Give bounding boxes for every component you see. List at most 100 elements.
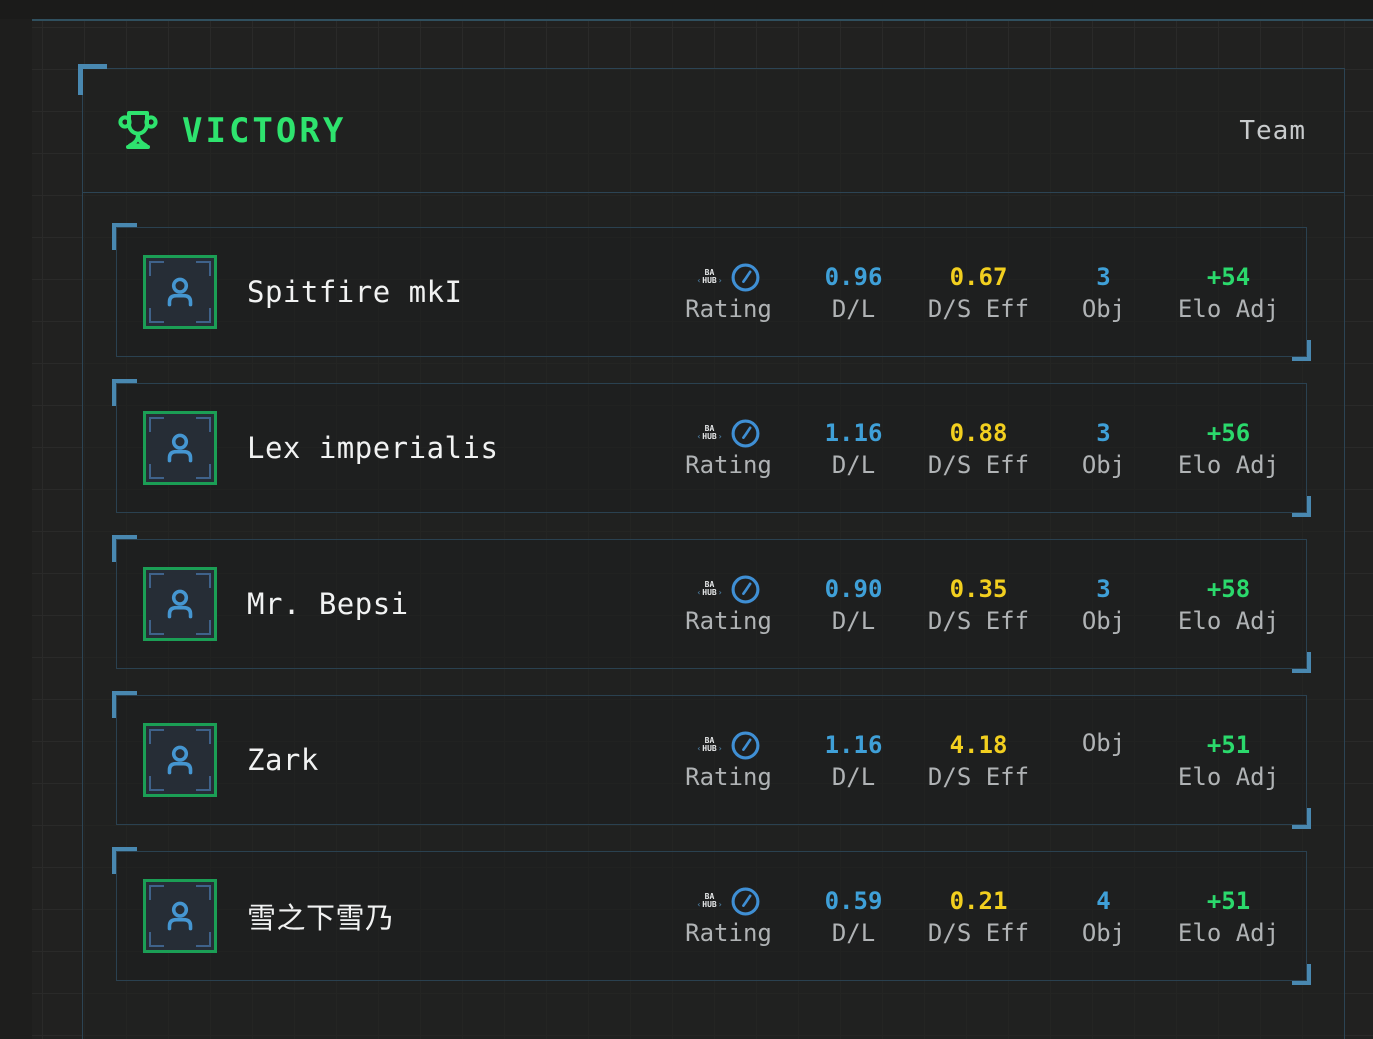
player-row[interactable]: 雪之下雪乃 BAHUB Rating 0.59 D/L 0.21 D/S Eff 4… xyxy=(112,847,1311,985)
corner-bracket xyxy=(112,535,137,562)
corner-bracket xyxy=(196,261,211,276)
corner-bracket xyxy=(112,847,137,874)
stat-elo: +51 Elo Adj xyxy=(1166,884,1291,948)
user-icon xyxy=(167,745,193,775)
top-divider xyxy=(32,19,1373,21)
stat-label: Elo Adj xyxy=(1177,607,1280,635)
corner-bracket xyxy=(149,261,164,276)
corner-bracket xyxy=(196,885,211,900)
avatar xyxy=(143,723,217,797)
stat-value: 0.88 xyxy=(949,419,1008,447)
corner-bracket xyxy=(149,308,164,323)
player-name: Lex imperialis xyxy=(247,431,499,465)
stats: BAHUB Rating 0.90 D/L 0.35 D/S Eff 3 Obj +5… xyxy=(666,572,1291,636)
stat-value: 3 xyxy=(1096,419,1111,447)
stat-value: 4.18 xyxy=(949,731,1008,759)
ba-hub-badge: BAHUB xyxy=(696,581,722,597)
stat-obj: Obj xyxy=(1041,728,1166,792)
corner-bracket xyxy=(196,729,211,744)
stat-label: Obj xyxy=(1081,451,1126,479)
ba-hub-badge: BAHUB xyxy=(696,893,722,909)
stat-dl: 1.16 D/L xyxy=(791,416,916,480)
stat-label: D/L xyxy=(831,451,876,479)
stat-value: 0.35 xyxy=(949,575,1008,603)
player-name: Spitfire mkI xyxy=(247,275,463,309)
stat-label: Rating xyxy=(685,451,772,479)
corner-bracket xyxy=(149,932,164,947)
player-row[interactable]: Lex imperialis BAHUB Rating 1.16 D/L 0.88… xyxy=(112,379,1311,517)
page-title: VICTORY xyxy=(182,110,347,151)
stat-label: Obj xyxy=(1081,729,1126,757)
stats: BAHUB Rating 0.96 D/L 0.67 D/S Eff 3 Obj +5… xyxy=(666,260,1291,324)
user-icon xyxy=(167,433,193,463)
avatar xyxy=(143,411,217,485)
gauge-icon xyxy=(731,887,759,915)
stat-dl: 0.96 D/L xyxy=(791,260,916,324)
stat-label: Obj xyxy=(1081,607,1126,635)
stat-value: 0.90 xyxy=(824,575,883,603)
player-name: Zark xyxy=(247,743,319,777)
stat-label: D/L xyxy=(831,763,876,791)
stat-value: +51 xyxy=(1206,887,1251,915)
stat-value: 3 xyxy=(1096,263,1111,291)
corner-bracket xyxy=(112,379,137,406)
stat-dl: 0.90 D/L xyxy=(791,572,916,636)
stats: BAHUB Rating 1.16 D/L 4.18 D/S Eff Obj +51… xyxy=(666,728,1291,792)
stat-elo: +56 Elo Adj xyxy=(1166,416,1291,480)
corner-bracket xyxy=(112,691,137,718)
stat-obj: 3 Obj xyxy=(1041,572,1166,636)
stat-value: 0.67 xyxy=(949,263,1008,291)
trophy-icon xyxy=(118,110,158,149)
victory-panel: VICTORY Team Spitfire mkI BAHUB xyxy=(78,64,1345,1039)
corner-bracket xyxy=(149,417,164,432)
stat-label: Elo Adj xyxy=(1177,451,1280,479)
stat-label: Rating xyxy=(685,607,772,635)
stat-value: 1.16 xyxy=(824,731,883,759)
stat-label: D/S Eff xyxy=(927,607,1030,635)
stat-label: Elo Adj xyxy=(1177,919,1280,947)
stat-label: Obj xyxy=(1081,919,1126,947)
player-row[interactable]: Spitfire mkI BAHUB Rating 0.96 D/L 0.67 D/… xyxy=(112,223,1311,361)
stat-value: 1.16 xyxy=(824,419,883,447)
stat-obj: 3 Obj xyxy=(1041,260,1166,324)
player-name: 雪之下雪乃 xyxy=(247,901,395,935)
corner-bracket xyxy=(149,620,164,635)
stat-value: 3 xyxy=(1096,575,1111,603)
stat-ds-eff: 0.67 D/S Eff xyxy=(916,260,1041,324)
stat-label: D/S Eff xyxy=(927,451,1030,479)
stat-rating: BAHUB Rating xyxy=(666,416,791,480)
player-row[interactable]: Zark BAHUB Rating 1.16 D/L 4.18 D/S Eff Ob… xyxy=(112,691,1311,829)
stat-label: Elo Adj xyxy=(1177,295,1280,323)
stat-rating: BAHUB Rating xyxy=(666,884,791,948)
corner-bracket xyxy=(1292,808,1311,829)
stat-ds-eff: 0.88 D/S Eff xyxy=(916,416,1041,480)
gauge-icon xyxy=(731,263,759,291)
corner-bracket xyxy=(1292,340,1311,361)
corner-bracket xyxy=(196,776,211,791)
stat-label: Elo Adj xyxy=(1177,763,1280,791)
stats: BAHUB Rating 0.59 D/L 0.21 D/S Eff 4 Obj +5… xyxy=(666,884,1291,948)
stat-label: D/L xyxy=(831,919,876,947)
gauge-icon xyxy=(731,419,759,447)
stat-obj: 3 Obj xyxy=(1041,416,1166,480)
team-toggle[interactable]: Team xyxy=(1239,115,1306,146)
ba-hub-badge: BAHUB xyxy=(696,737,722,753)
stats: BAHUB Rating 1.16 D/L 0.88 D/S Eff 3 Obj +5… xyxy=(666,416,1291,480)
stat-dl: 1.16 D/L xyxy=(791,728,916,792)
stat-elo: +54 Elo Adj xyxy=(1166,260,1291,324)
top-strip xyxy=(0,0,1373,19)
ba-hub-badge: BAHUB xyxy=(696,425,722,441)
player-row[interactable]: Mr. Bepsi BAHUB Rating 0.90 D/L 0.35 D/S E… xyxy=(112,535,1311,673)
corner-bracket xyxy=(196,620,211,635)
corner-bracket xyxy=(149,729,164,744)
stat-label: Rating xyxy=(685,295,772,323)
ba-hub-badge: BAHUB xyxy=(696,269,722,285)
user-icon xyxy=(167,589,193,619)
corner-bracket xyxy=(112,223,137,250)
stat-elo: +51 Elo Adj xyxy=(1166,728,1291,792)
corner-bracket xyxy=(196,417,211,432)
corner-bracket xyxy=(196,308,211,323)
stat-label: D/L xyxy=(831,607,876,635)
user-icon xyxy=(167,901,193,931)
stat-rating: BAHUB Rating xyxy=(666,572,791,636)
